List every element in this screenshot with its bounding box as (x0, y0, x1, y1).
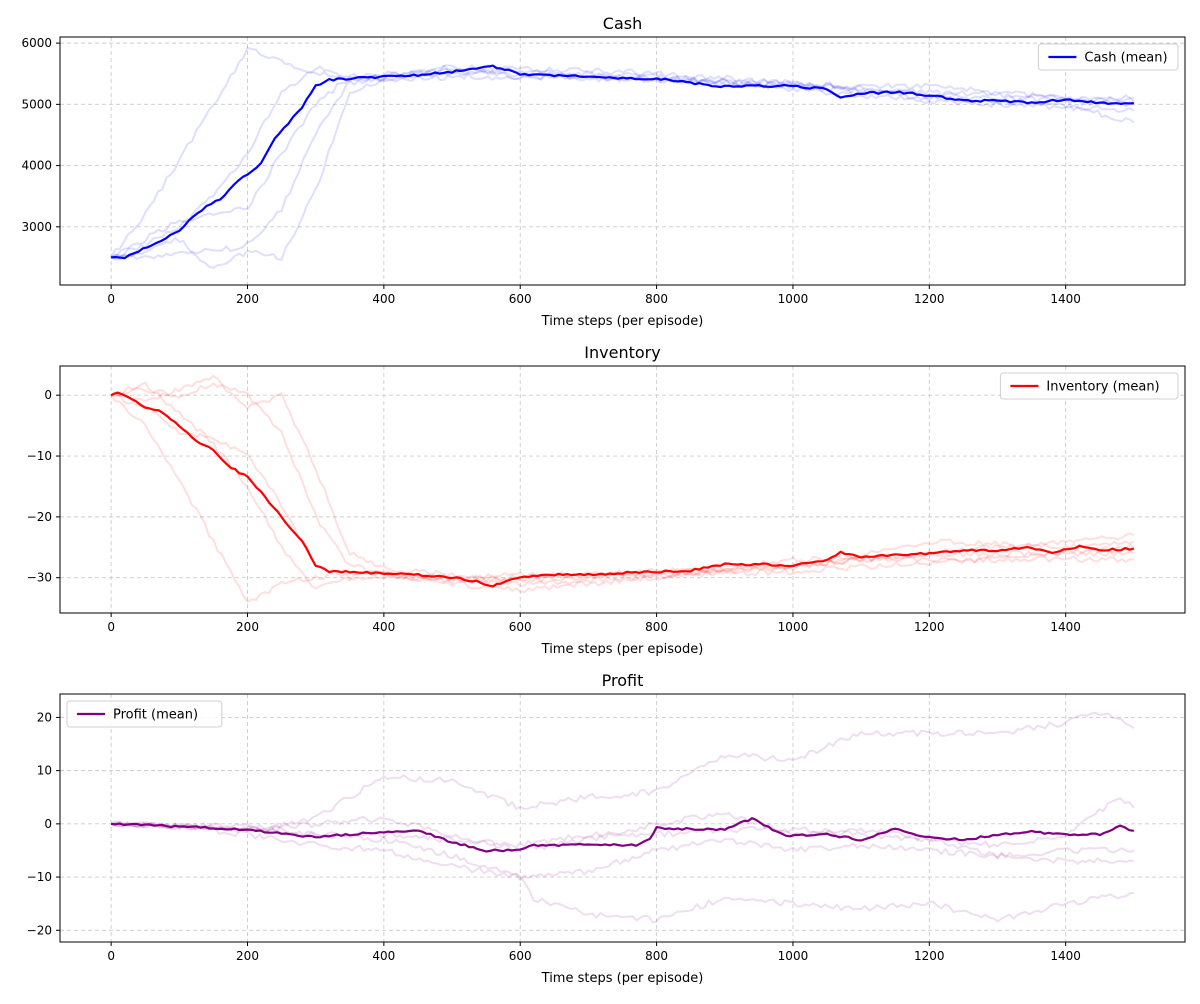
x-tick-label: 1200 (914, 949, 945, 963)
x-tick-label: 0 (107, 620, 115, 634)
y-tick-label: 20 (37, 710, 52, 724)
mean-line (110, 391, 1135, 588)
chart-title: Cash (603, 14, 642, 33)
run-line-5 (110, 797, 1135, 849)
legend: Profit (mean) (66, 700, 223, 728)
x-tick-label: 1000 (778, 949, 809, 963)
x-tick-label: 1400 (1050, 292, 1081, 306)
x-tick-label: 400 (372, 949, 395, 963)
run-line-4 (110, 374, 1135, 585)
run-line-3 (110, 382, 1134, 594)
y-tick-label: 10 (37, 764, 52, 778)
chart-title: Inventory (584, 343, 660, 362)
y-tick-label: −20 (27, 510, 52, 524)
run-line-2 (110, 381, 1135, 590)
mean-line (110, 817, 1135, 853)
x-tick-label: 0 (107, 292, 115, 306)
x-tick-label: 1400 (1050, 620, 1081, 634)
x-tick-label: 600 (509, 292, 532, 306)
chart-panel-cash: 0 200 400 600 800 1000 1200 1400 3000 4000 5000 600… (21, 14, 1186, 329)
x-tick-label: 1000 (778, 620, 809, 634)
y-tick-label: 0 (44, 817, 52, 831)
y-tick-label: 6000 (21, 36, 52, 50)
x-tick-label: 600 (509, 620, 532, 634)
run-line-2 (110, 65, 1135, 259)
y-tick-label: −10 (27, 870, 52, 884)
y-tick-label: 0 (44, 388, 52, 402)
axes-frame (59, 693, 1186, 943)
y-tick-label: −10 (27, 449, 52, 463)
run-line-3 (110, 820, 1135, 882)
run-line-5 (110, 392, 1135, 582)
chart-title: Profit (602, 671, 644, 690)
run-line-4 (110, 811, 1135, 866)
x-tick-label: 800 (645, 620, 668, 634)
axes-frame (59, 36, 1186, 286)
x-tick-label: 400 (372, 292, 395, 306)
run-line-4 (110, 72, 1135, 269)
run-line-1 (110, 394, 1135, 604)
legend-box (66, 700, 223, 728)
legend-label: Profit (mean) (113, 708, 198, 723)
x-tick-label: 600 (509, 949, 532, 963)
axes-frame (59, 365, 1186, 614)
chart-panel-profit: 0 200 400 600 800 1000 1200 1400 −20 −10 0 10 20 Prof… (27, 671, 1186, 986)
legend-box (1037, 43, 1179, 71)
legend-label: Inventory (mean) (1046, 380, 1159, 395)
x-tick-label: 1200 (914, 620, 945, 634)
run-line-1 (110, 46, 1135, 258)
mean-line (111, 64, 1135, 260)
x-tick-label: 1400 (1050, 949, 1081, 963)
y-tick-label: −20 (27, 923, 52, 937)
chart-panel-inventory: 0 200 400 600 800 1000 1200 1400 −30 −20 −10 0 Inven… (27, 343, 1186, 657)
y-tick-label: −30 (27, 571, 52, 585)
legend-box (999, 372, 1179, 400)
x-tick-label: 200 (236, 949, 259, 963)
y-tick-label: 5000 (21, 97, 52, 111)
x-tick-label: 800 (645, 949, 668, 963)
x-tick-label: 200 (236, 292, 259, 306)
legend: Cash (mean) (1037, 43, 1179, 71)
run-line-1 (110, 711, 1135, 833)
x-tick-label: 0 (107, 949, 115, 963)
x-tick-label: 200 (236, 620, 259, 634)
legend: Inventory (mean) (999, 372, 1179, 400)
y-tick-label: 3000 (21, 220, 52, 234)
y-tick-label: 4000 (21, 159, 52, 173)
x-axis-label: Time steps (per episode) (541, 642, 704, 657)
x-tick-label: 1200 (914, 292, 945, 306)
x-axis-label: Time steps (per episode) (541, 971, 704, 986)
x-tick-label: 1000 (778, 292, 809, 306)
x-tick-label: 800 (645, 292, 668, 306)
x-axis-label: Time steps (per episode) (541, 314, 704, 329)
run-line-3 (110, 63, 1134, 261)
legend-label: Cash (mean) (1084, 51, 1167, 66)
x-tick-label: 400 (372, 620, 395, 634)
